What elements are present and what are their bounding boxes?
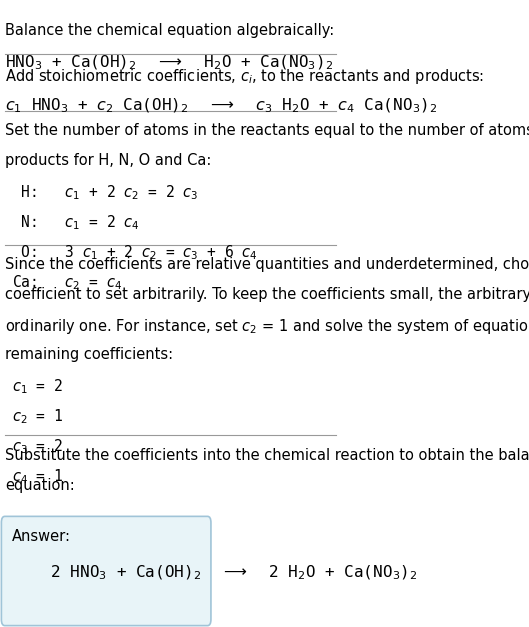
Text: Set the number of atoms in the reactants equal to the number of atoms in the: Set the number of atoms in the reactants…: [5, 123, 529, 138]
Text: H:   $c_1$ + 2 $c_2$ = 2 $c_3$: H: $c_1$ + 2 $c_2$ = 2 $c_3$: [12, 183, 198, 202]
Text: Substitute the coefficients into the chemical reaction to obtain the balanced: Substitute the coefficients into the che…: [5, 448, 529, 463]
FancyBboxPatch shape: [2, 517, 211, 626]
Text: $c_2$ = 1: $c_2$ = 1: [12, 407, 63, 426]
Text: equation:: equation:: [5, 478, 75, 493]
Text: Since the coefficients are relative quantities and underdetermined, choose a: Since the coefficients are relative quan…: [5, 257, 529, 272]
Text: ordinarily one. For instance, set $c_2$ = 1 and solve the system of equations fo: ordinarily one. For instance, set $c_2$ …: [5, 317, 529, 336]
Text: 2 HNO$_3$ + Ca(OH)$_2$  $\longrightarrow$  2 H$_2$O + Ca(NO$_3$)$_2$: 2 HNO$_3$ + Ca(OH)$_2$ $\longrightarrow$…: [12, 563, 417, 582]
Text: N:   $c_1$ = 2 $c_4$: N: $c_1$ = 2 $c_4$: [12, 213, 139, 232]
Text: coefficient to set arbitrarily. To keep the coefficients small, the arbitrary va: coefficient to set arbitrarily. To keep …: [5, 287, 529, 302]
Text: $c_1$ HNO$_3$ + $c_2$ Ca(OH)$_2$  $\longrightarrow$  $c_3$ H$_2$O + $c_4$ Ca(NO$: $c_1$ HNO$_3$ + $c_2$ Ca(OH)$_2$ $\longr…: [5, 97, 437, 115]
Text: Add stoichiometric coefficients, $c_i$, to the reactants and products:: Add stoichiometric coefficients, $c_i$, …: [5, 67, 484, 86]
Text: Answer:: Answer:: [12, 529, 70, 544]
Text: products for H, N, O and Ca:: products for H, N, O and Ca:: [5, 153, 211, 168]
Text: Ca:   $c_2$ = $c_4$: Ca: $c_2$ = $c_4$: [12, 273, 122, 292]
Text: $c_3$ = 2: $c_3$ = 2: [12, 437, 62, 456]
Text: Balance the chemical equation algebraically:: Balance the chemical equation algebraica…: [5, 23, 334, 38]
Text: $c_4$ = 1: $c_4$ = 1: [12, 467, 63, 486]
Text: HNO$_3$ + Ca(OH)$_2$  $\longrightarrow$  H$_2$O + Ca(NO$_3$)$_2$: HNO$_3$ + Ca(OH)$_2$ $\longrightarrow$ H…: [5, 53, 333, 71]
Text: remaining coefficients:: remaining coefficients:: [5, 347, 173, 362]
Text: $c_1$ = 2: $c_1$ = 2: [12, 377, 62, 396]
Text: O:   3 $c_1$ + 2 $c_2$ = $c_3$ + 6 $c_4$: O: 3 $c_1$ + 2 $c_2$ = $c_3$ + 6 $c_4$: [12, 243, 258, 261]
